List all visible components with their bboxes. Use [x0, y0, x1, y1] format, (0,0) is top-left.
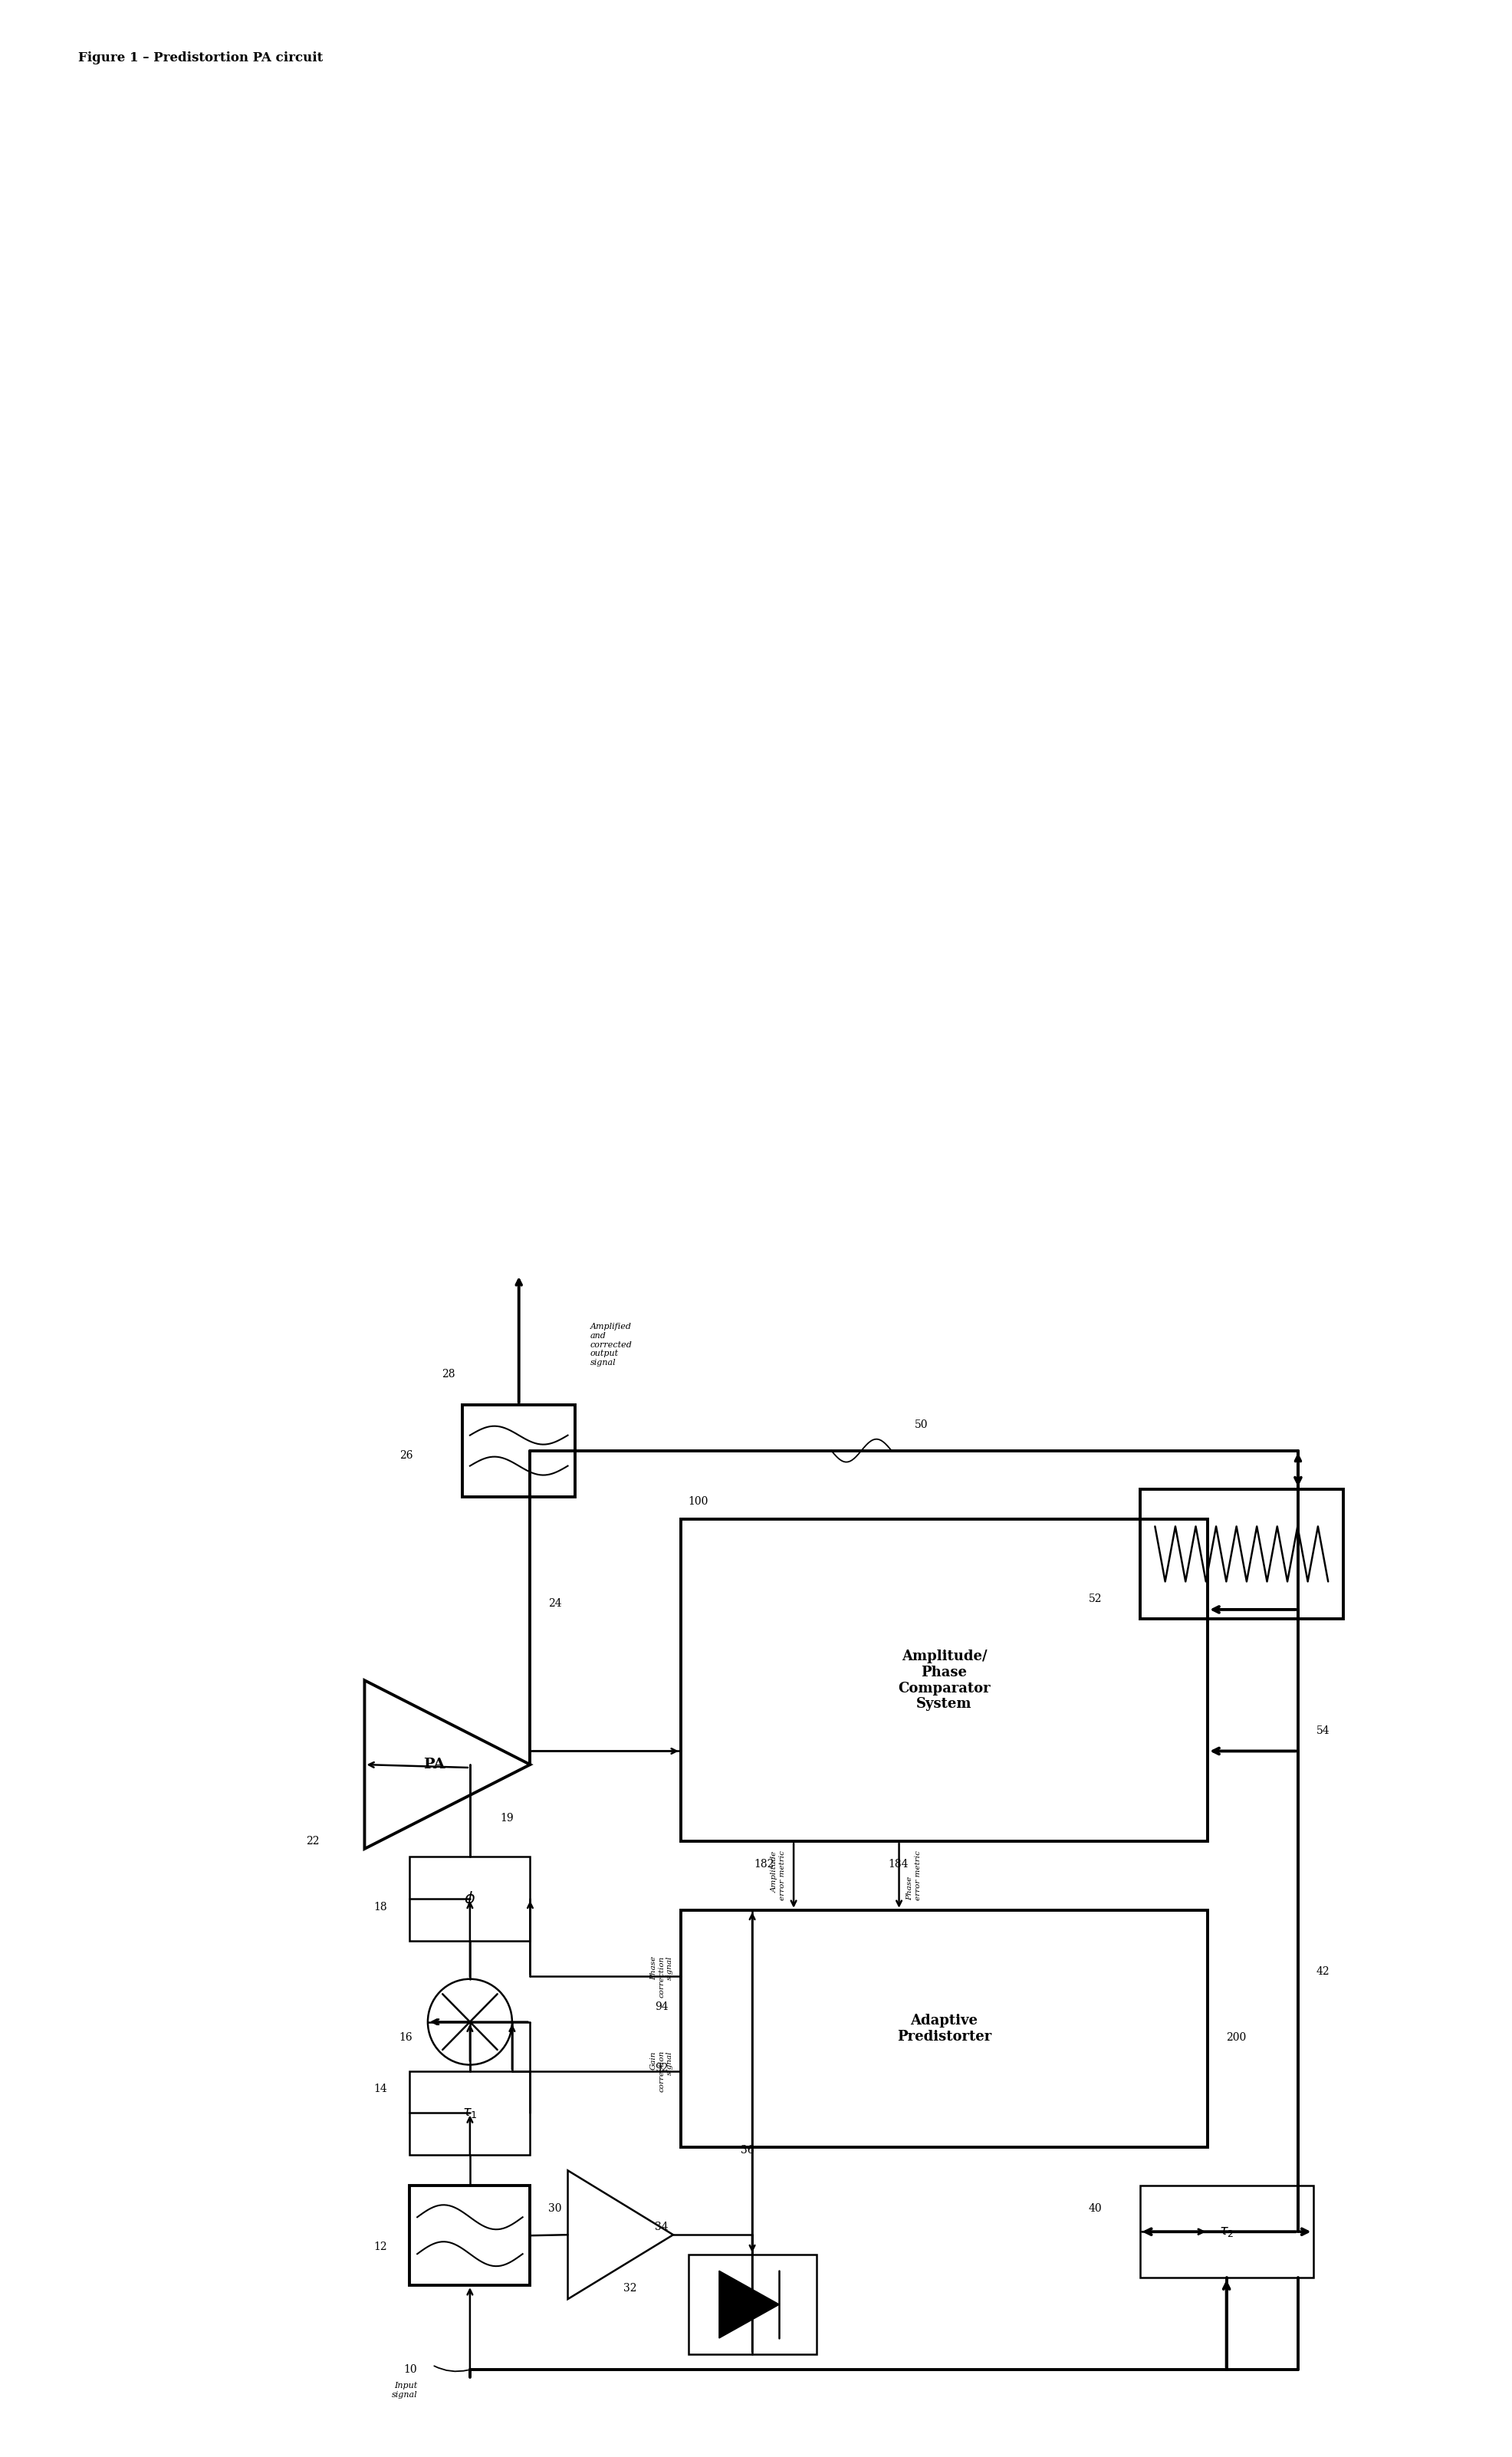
Text: PA: PA: [423, 1757, 445, 1771]
Text: 16: 16: [399, 2032, 413, 2042]
Bar: [680, 1518, 1208, 1840]
Text: Amplified
and
corrected
output
signal: Amplified and corrected output signal: [590, 1324, 632, 1366]
Text: Phase
error metric: Phase error metric: [907, 1850, 921, 1899]
Text: 100: 100: [688, 1496, 709, 1506]
Text: 30: 30: [549, 2204, 561, 2214]
Text: 18: 18: [373, 1902, 387, 1912]
Text: Phase
correction
signal: Phase correction signal: [650, 1956, 673, 1998]
Text: 19: 19: [500, 1813, 514, 1823]
Text: 24: 24: [549, 1600, 562, 1609]
Text: $\phi$: $\phi$: [464, 1889, 476, 1907]
Text: Amplitude/
Phase
Comparator
System: Amplitude/ Phase Comparator System: [898, 1649, 990, 1710]
Text: 34: 34: [655, 2221, 668, 2233]
Text: 52: 52: [1089, 1595, 1102, 1604]
Text: 94: 94: [655, 2000, 668, 2012]
Bar: [463, 1405, 576, 1496]
Bar: [1140, 1489, 1343, 1619]
Text: 10: 10: [404, 2364, 417, 2376]
Text: Gain
correction
signal: Gain correction signal: [650, 2052, 673, 2093]
Text: 54: 54: [1315, 1725, 1329, 1737]
Text: 40: 40: [1089, 2204, 1102, 2214]
Text: 12: 12: [373, 2241, 387, 2253]
Text: 200: 200: [1226, 2032, 1246, 2042]
Text: 50: 50: [915, 1420, 928, 1430]
Bar: [680, 1909, 1208, 2147]
Text: 36: 36: [741, 2145, 754, 2155]
Text: 22: 22: [305, 1835, 319, 1848]
Text: 184: 184: [889, 1860, 909, 1870]
Bar: [410, 2071, 531, 2155]
Bar: [410, 1857, 531, 1941]
Text: 32: 32: [623, 2283, 637, 2295]
Text: Adaptive
Predistorter: Adaptive Predistorter: [897, 2015, 992, 2044]
Text: $\tau_2$: $\tau_2$: [1219, 2226, 1234, 2238]
Bar: [410, 2187, 531, 2285]
Polygon shape: [720, 2270, 779, 2339]
Text: 14: 14: [373, 2084, 387, 2096]
Bar: [688, 2256, 816, 2354]
Text: $\tau_1$: $\tau_1$: [463, 2106, 478, 2120]
Text: 182: 182: [754, 1860, 774, 1870]
Text: Amplitude
error metric: Amplitude error metric: [771, 1850, 786, 1899]
Text: 26: 26: [399, 1450, 413, 1459]
Text: 92: 92: [655, 2061, 668, 2074]
Text: Figure 1 – Predistortion PA circuit: Figure 1 – Predistortion PA circuit: [79, 52, 324, 64]
Text: 28: 28: [442, 1369, 455, 1378]
Bar: [1140, 2187, 1312, 2278]
Text: Input
signal: Input signal: [392, 2381, 417, 2398]
Text: 42: 42: [1315, 1966, 1329, 1978]
